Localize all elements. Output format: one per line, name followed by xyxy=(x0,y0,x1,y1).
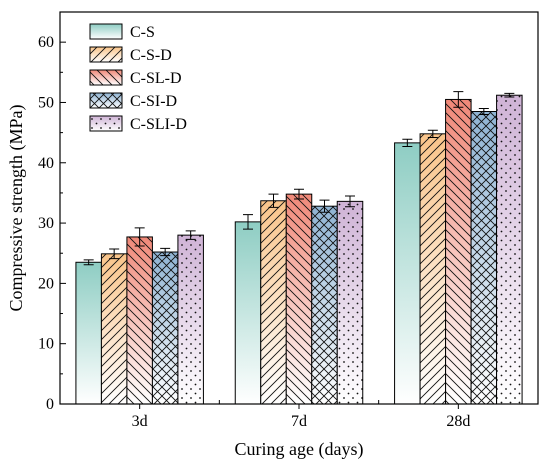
bars-group xyxy=(75,91,523,405)
legend-swatch-outline xyxy=(89,92,123,109)
y-axis-label: Compressive strength (MPa) xyxy=(6,105,27,312)
x-axis-label: Curing age (days) xyxy=(235,439,364,460)
y-tick-label: 10 xyxy=(38,336,54,353)
legend-swatch-outline xyxy=(89,115,123,132)
bar-hatch xyxy=(445,99,472,404)
legend-swatch-hatch xyxy=(90,47,122,62)
y-tick-label: 50 xyxy=(38,94,54,111)
error-bar xyxy=(268,193,279,208)
bar-hatch xyxy=(101,253,127,404)
legend: C-S C-S-D C-SL-D C-SI-D C-SLI-D xyxy=(89,23,187,133)
error-bar xyxy=(453,91,464,108)
bar-c-s-3d xyxy=(75,262,102,404)
bar-c-s-7d xyxy=(235,221,261,404)
error-bar xyxy=(478,107,489,116)
error-bar xyxy=(294,188,304,200)
error-bar xyxy=(319,199,330,213)
error-bar xyxy=(504,92,515,98)
error-bar xyxy=(185,230,196,240)
bar-hatch xyxy=(126,236,153,404)
bar-hatch xyxy=(496,95,523,405)
x-tick-label: 3d xyxy=(132,413,148,430)
bar-hatch xyxy=(311,206,338,404)
error-bar xyxy=(134,227,145,247)
error-bar xyxy=(345,195,355,208)
legend-swatch-hatch xyxy=(90,116,122,131)
bar-c-s-28d xyxy=(394,142,421,405)
bar-hatch xyxy=(152,252,178,404)
legend-swatch-outline xyxy=(89,69,123,86)
bar-hatch xyxy=(260,200,287,404)
error-bar xyxy=(83,259,94,266)
legend-label: C-SI-D xyxy=(130,93,177,110)
error-bar xyxy=(402,138,413,147)
y-tick-label: 20 xyxy=(38,275,54,292)
error-bar xyxy=(427,129,438,138)
axes-group: 3d 7d 28d 0 10 20 30 40 50 60 xyxy=(38,34,470,430)
y-tick-label: 0 xyxy=(46,396,54,413)
bar-hatch xyxy=(177,235,204,404)
legend-label: C-SLI-D xyxy=(130,116,187,133)
legend-swatch-hatch xyxy=(90,93,122,108)
error-bar xyxy=(160,247,171,257)
x-tick-label: 7d xyxy=(291,413,307,430)
legend-swatch-hatch xyxy=(90,70,122,85)
legend-swatch-outline xyxy=(89,46,123,63)
bar-hatch xyxy=(471,111,497,404)
legend-label: C-S-D xyxy=(130,47,172,64)
y-tick-label: 40 xyxy=(38,155,54,172)
legend-swatch xyxy=(90,24,122,39)
bar-hatch xyxy=(337,201,363,404)
y-tick-label: 60 xyxy=(38,34,54,51)
y-tick-label: 30 xyxy=(38,215,54,232)
error-bar xyxy=(243,214,253,230)
bar-hatch xyxy=(286,194,312,404)
legend-label: C-S xyxy=(130,24,155,41)
legend-swatch-outline xyxy=(89,23,123,40)
bar-hatch xyxy=(420,133,446,404)
legend-label: C-SL-D xyxy=(130,70,182,87)
x-tick-label: 28d xyxy=(446,413,470,430)
error-bar xyxy=(109,248,120,260)
